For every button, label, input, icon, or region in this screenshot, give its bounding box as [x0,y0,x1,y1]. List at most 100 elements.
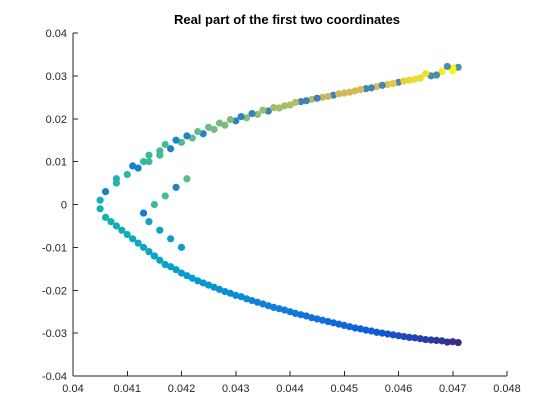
data-point [411,75,419,83]
data-point [139,243,148,251]
data-point [248,296,256,305]
data-point [308,95,316,104]
data-point [378,81,386,89]
data-point [253,298,262,306]
data-point [199,279,207,287]
data-point [313,94,321,102]
data-point [351,324,359,332]
data-point [150,200,158,209]
data-point [243,295,251,303]
y-tick-label: 0.03 [46,71,67,83]
data-point [167,235,175,243]
data-point [427,336,435,344]
data-point [329,91,337,99]
data-point [172,136,180,144]
data-point [367,327,375,335]
data-point [340,321,348,330]
y-tick-label: 0.02 [46,114,67,126]
series-lower-arm [96,205,462,347]
data-point [183,132,191,140]
data-point [199,130,207,138]
data-point [188,134,196,142]
data-point [107,218,115,226]
data-point [156,147,164,155]
data-point [373,82,381,91]
data-point [335,320,343,328]
data-point [297,311,305,319]
y-tick-label: -0.02 [42,285,67,297]
data-point [221,121,229,129]
data-point [443,338,451,346]
data-point [270,303,278,311]
data-point [112,222,120,230]
data-point [367,84,375,92]
data-point [275,104,283,112]
data-point [123,230,131,239]
data-point [438,67,446,76]
data-point [280,306,289,314]
x-tick-label: 0.046 [385,383,413,395]
y-tick-label: 0.04 [46,28,67,40]
x-tick-label: 0.045 [330,383,358,395]
data-point [264,302,272,310]
data-point [188,274,196,282]
data-point [318,316,327,324]
data-point [351,87,359,95]
data-point [411,334,419,342]
chart-title: Real part of the first two coordinates [174,12,400,27]
data-point [297,98,305,106]
data-point [183,272,191,280]
data-point [454,338,462,347]
series-upper-arm [96,62,462,217]
data-point [96,205,104,213]
data-point [259,106,267,114]
data-point [324,92,332,101]
data-point [432,71,441,79]
data-point [422,335,430,344]
data-point [145,158,153,166]
x-tick-label: 0.048 [493,383,521,395]
data-point [172,183,180,191]
data-point [150,252,158,260]
data-point [177,269,186,277]
data-point [438,337,446,345]
data-point [346,323,354,331]
data-point [264,107,272,115]
data-point [226,116,234,124]
data-point [405,333,413,342]
data-point [280,102,289,110]
data-point [139,209,148,217]
data-point [384,330,392,338]
data-point [177,138,186,146]
x-tick-label: 0.04 [62,383,83,395]
data-point [112,175,120,183]
data-point [237,113,245,121]
x-tick-label: 0.042 [168,383,196,395]
data-point [416,335,424,343]
data-point [243,114,251,122]
data-point [161,140,169,149]
data-point [156,256,164,264]
data-point [134,164,142,172]
data-point [237,293,245,301]
data-point [253,110,262,119]
data-point [210,283,218,291]
data-point [384,80,392,89]
data-point [183,175,191,183]
data-point [346,88,354,96]
data-point [145,248,153,256]
data-point [172,266,180,274]
data-point [378,329,386,337]
data-point [210,125,218,134]
data-point [259,300,267,308]
data-point [373,328,381,336]
data-point [329,319,337,327]
data-point [194,128,202,136]
data-point [286,308,294,316]
data-point [123,170,131,179]
data-point [134,239,142,247]
data-point [161,192,169,200]
data-point [454,63,462,71]
data-point [449,67,457,75]
